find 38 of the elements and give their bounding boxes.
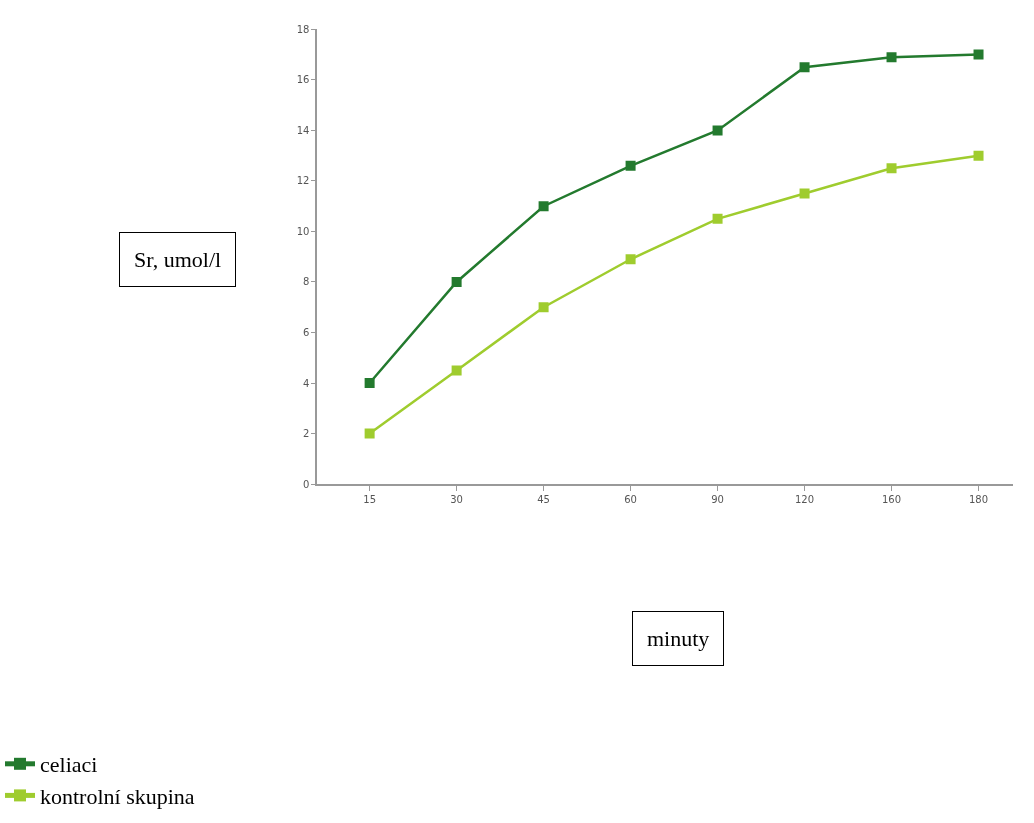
y-tick-label: 16 [296,74,310,86]
x-tick-label: 90 [711,494,724,506]
y-axis-title: Sr, umol/l [134,247,222,272]
point [538,302,549,313]
point [799,188,810,199]
x-tick-label: 30 [450,494,463,506]
y-tick-label: 10 [296,225,310,237]
x-tick-label: 180 [968,494,989,506]
point [625,160,636,171]
y-tick-label: 6 [303,327,310,339]
y-tick-label: 2 [303,428,310,440]
point [973,150,984,161]
point [625,254,636,265]
x-tick-label: 160 [881,494,902,506]
point [451,365,462,376]
point [886,52,897,63]
y-tick-label: 4 [303,377,310,389]
x-tick-label: 45 [537,494,550,506]
legend-label: celiaci [40,752,98,778]
point [799,62,810,73]
point [364,378,375,389]
x-tick-label: 120 [795,494,815,506]
point [712,213,723,224]
y-tick-label: 8 [303,276,310,288]
point [712,125,723,136]
point [538,201,549,212]
y-tick-label: 18 [296,23,310,35]
text: minuty [647,626,710,651]
point [364,428,375,439]
x-tick-label: 60 [624,494,637,506]
legend-label: kontrolní skupina [40,783,195,809]
point [451,276,462,287]
point [973,49,984,60]
y-tick-label: 12 [296,175,310,187]
point [886,163,897,174]
x-tick-label: 15 [363,494,376,506]
y-tick-label: 0 [303,478,310,490]
y-tick-label: 14 [296,124,310,136]
